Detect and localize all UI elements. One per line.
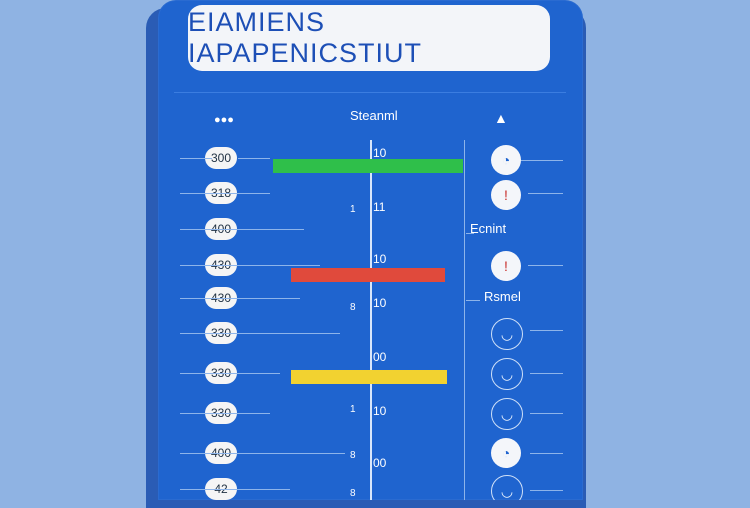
row-line — [180, 413, 270, 414]
axis-tick: 10 — [373, 146, 387, 160]
gauge-icon[interactable]: ◡ — [491, 318, 523, 350]
row-line — [466, 233, 474, 234]
alert-icon[interactable]: ! — [491, 251, 521, 281]
row-line — [180, 158, 212, 159]
row-line — [528, 265, 563, 266]
gauge-icon[interactable]: ◔ — [491, 438, 521, 468]
axis-tick: 00 — [373, 350, 387, 364]
axis-mark: 1 — [350, 404, 356, 415]
divider — [174, 92, 566, 93]
row-line — [180, 229, 304, 230]
bar-yellow — [291, 370, 447, 384]
row-line — [180, 333, 340, 334]
row-line — [530, 490, 563, 491]
axis-tick: 10 — [373, 296, 387, 310]
row-line — [180, 489, 290, 490]
row-line — [180, 373, 280, 374]
row-line — [238, 158, 270, 159]
axis-mark: 8 — [350, 302, 356, 313]
axis-mark: 8 — [350, 488, 356, 499]
row-line — [530, 330, 563, 331]
row-line — [530, 413, 563, 414]
axis-tick: 00 — [373, 456, 387, 470]
center-axis — [370, 140, 372, 500]
bar-red — [291, 268, 445, 282]
alert-icon[interactable]: ! — [491, 180, 521, 210]
row-label: 300 — [205, 147, 237, 169]
axis-mark: 1 — [350, 204, 356, 215]
row-line — [528, 193, 563, 194]
row-line — [466, 300, 480, 301]
row-line — [180, 453, 345, 454]
bell-icon[interactable]: ▲ — [494, 110, 508, 126]
axis-tick: 10 — [373, 404, 387, 418]
page-title: EIAMIENS IAPAPENICSTIUT — [188, 5, 550, 71]
column-header: Steanml — [350, 108, 398, 123]
row-line — [493, 160, 563, 161]
gauge-icon[interactable]: ◔ — [491, 145, 521, 175]
row-line — [180, 298, 300, 299]
right-column-divider — [464, 140, 465, 500]
status-label: Ecnint — [470, 221, 507, 236]
gauge-icon[interactable]: ◡ — [491, 358, 523, 390]
gauge-icon[interactable]: ◡ — [491, 398, 523, 430]
row-line — [530, 453, 563, 454]
row-line — [530, 373, 563, 374]
row-line — [180, 193, 270, 194]
status-label: Rsmel — [484, 289, 521, 304]
gauge-icon[interactable]: ◡ — [491, 475, 523, 500]
row-line — [180, 265, 320, 266]
dashboard-panel: EIAMIENS IAPAPENICSTIUT ●●● Steanml ▲ 30… — [158, 0, 583, 500]
axis-tick: 10 — [373, 252, 387, 266]
bar-green — [273, 159, 463, 173]
axis-tick: 11 — [373, 200, 386, 214]
axis-mark: 8 — [350, 450, 356, 461]
people-icon: ●●● — [214, 114, 234, 126]
